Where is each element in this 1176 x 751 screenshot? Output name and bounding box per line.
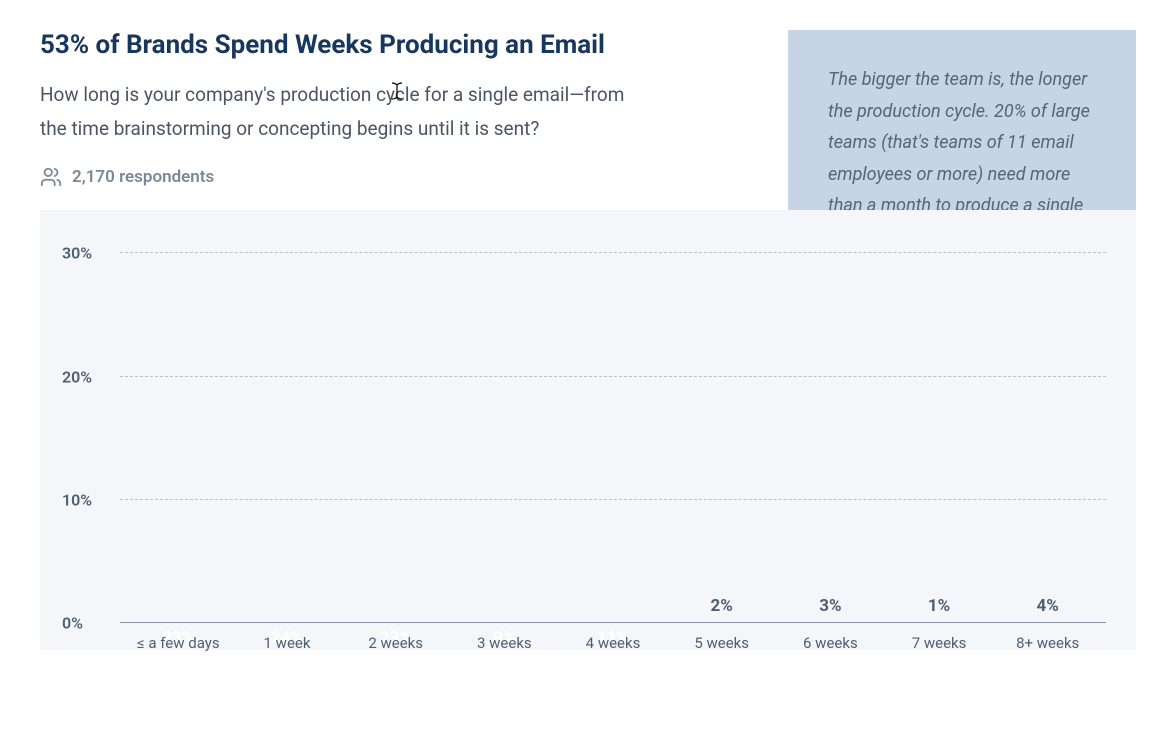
chart-subtitle: How long is your company's production cy… [40,78,640,146]
x-axis-label: ≤ a few days [137,634,220,652]
bar-value-label: 4% [1037,596,1059,616]
x-axis-label: 5 weeks [694,634,749,652]
x-axis-label: 4 weeks [586,634,641,652]
x-axis-label: 6 weeks [803,634,858,652]
x-axis-label: 7 weeks [912,634,967,652]
x-axis-label: 8+ weeks [1016,634,1079,652]
x-axis-label: 3 weeks [477,634,532,652]
plot-area: 0%10%20%30%23%≤ a few days24%1 week23%2 … [120,252,1106,622]
respondents-count: 2,170 respondents [72,167,214,187]
x-axis-line: 0% [120,622,1106,623]
bar-value-label: 3% [819,596,841,616]
x-axis-label: 1 week [264,634,311,652]
bar-value-label: 1% [928,596,950,616]
y-axis-label: 0% [62,614,83,633]
y-axis-label: 10% [62,491,92,510]
bar-chart: 0% 10% 20% 30% 23%≤ a few days24%1 week23%2 … [40,210,1136,650]
bar-value-label: 2% [711,596,733,616]
y-axis-label: 20% [62,367,92,386]
people-icon [40,166,62,188]
y-axis-label: 30% [62,244,92,263]
x-axis-label: 2 weeks [368,634,423,652]
bars-container: 23%≤ a few days24%1 week23%2 weeks9%3 we… [120,252,1106,622]
